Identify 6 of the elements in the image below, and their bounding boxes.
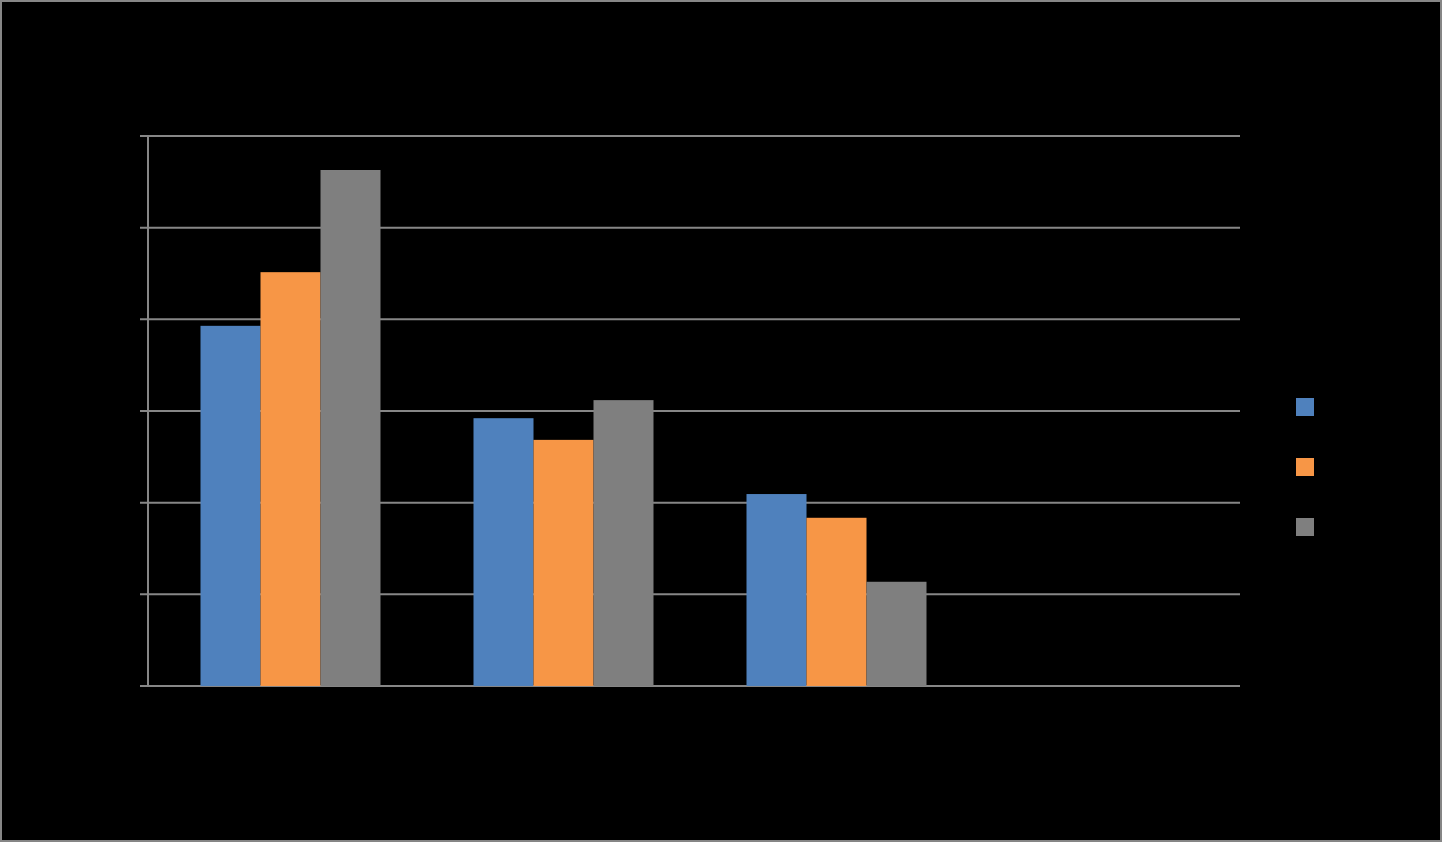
bar: [806, 517, 867, 686]
bar: [746, 494, 807, 686]
bar: [533, 439, 594, 686]
bar: [260, 272, 321, 686]
bar: [473, 418, 534, 686]
bar: [200, 325, 261, 686]
